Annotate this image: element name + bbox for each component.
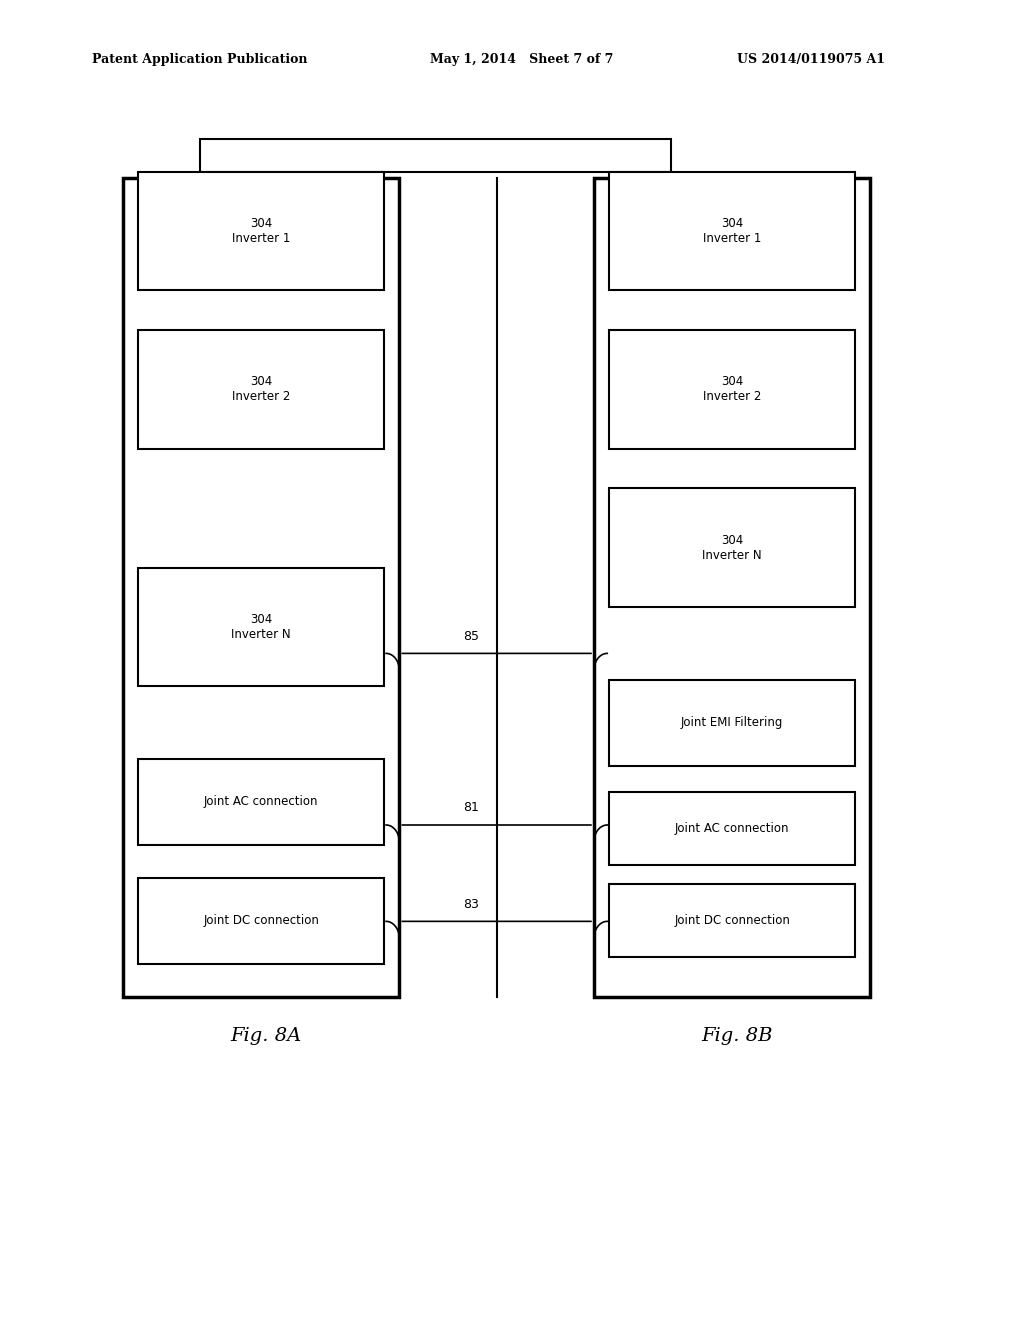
Text: US 2014/0119075 A1: US 2014/0119075 A1 [737, 53, 886, 66]
FancyBboxPatch shape [609, 680, 855, 766]
Text: 81: 81 [463, 801, 479, 814]
Text: 304
Inverter 2: 304 Inverter 2 [231, 375, 291, 404]
Text: Joint AC connection: Joint AC connection [204, 796, 318, 808]
FancyBboxPatch shape [138, 172, 384, 290]
Text: Fig. 8B: Fig. 8B [701, 1027, 773, 1045]
Text: 304
Inverter N: 304 Inverter N [702, 533, 762, 562]
FancyBboxPatch shape [609, 792, 855, 865]
FancyBboxPatch shape [609, 172, 855, 290]
Text: 304
Inverter N: 304 Inverter N [231, 612, 291, 642]
FancyBboxPatch shape [138, 568, 384, 686]
Text: Joint DC connection: Joint DC connection [674, 915, 791, 927]
FancyBboxPatch shape [138, 330, 384, 449]
Text: 85: 85 [463, 630, 479, 643]
FancyBboxPatch shape [138, 759, 384, 845]
Text: 304
Inverter 2: 304 Inverter 2 [702, 375, 762, 404]
Text: Joint DC connection: Joint DC connection [203, 915, 319, 927]
FancyBboxPatch shape [594, 178, 870, 997]
Text: 304
Inverter 1: 304 Inverter 1 [231, 216, 291, 246]
FancyBboxPatch shape [200, 139, 671, 172]
FancyBboxPatch shape [123, 178, 399, 997]
Text: Joint EMI Filtering: Joint EMI Filtering [681, 717, 783, 729]
FancyBboxPatch shape [609, 488, 855, 607]
Text: Joint AC connection: Joint AC connection [675, 822, 790, 834]
Text: 83: 83 [463, 898, 479, 911]
Text: 304
Inverter 1: 304 Inverter 1 [702, 216, 762, 246]
FancyBboxPatch shape [138, 878, 384, 964]
Text: Fig. 8A: Fig. 8A [230, 1027, 302, 1045]
Text: Patent Application Publication: Patent Application Publication [92, 53, 307, 66]
FancyBboxPatch shape [609, 884, 855, 957]
FancyBboxPatch shape [609, 330, 855, 449]
Text: May 1, 2014   Sheet 7 of 7: May 1, 2014 Sheet 7 of 7 [430, 53, 613, 66]
